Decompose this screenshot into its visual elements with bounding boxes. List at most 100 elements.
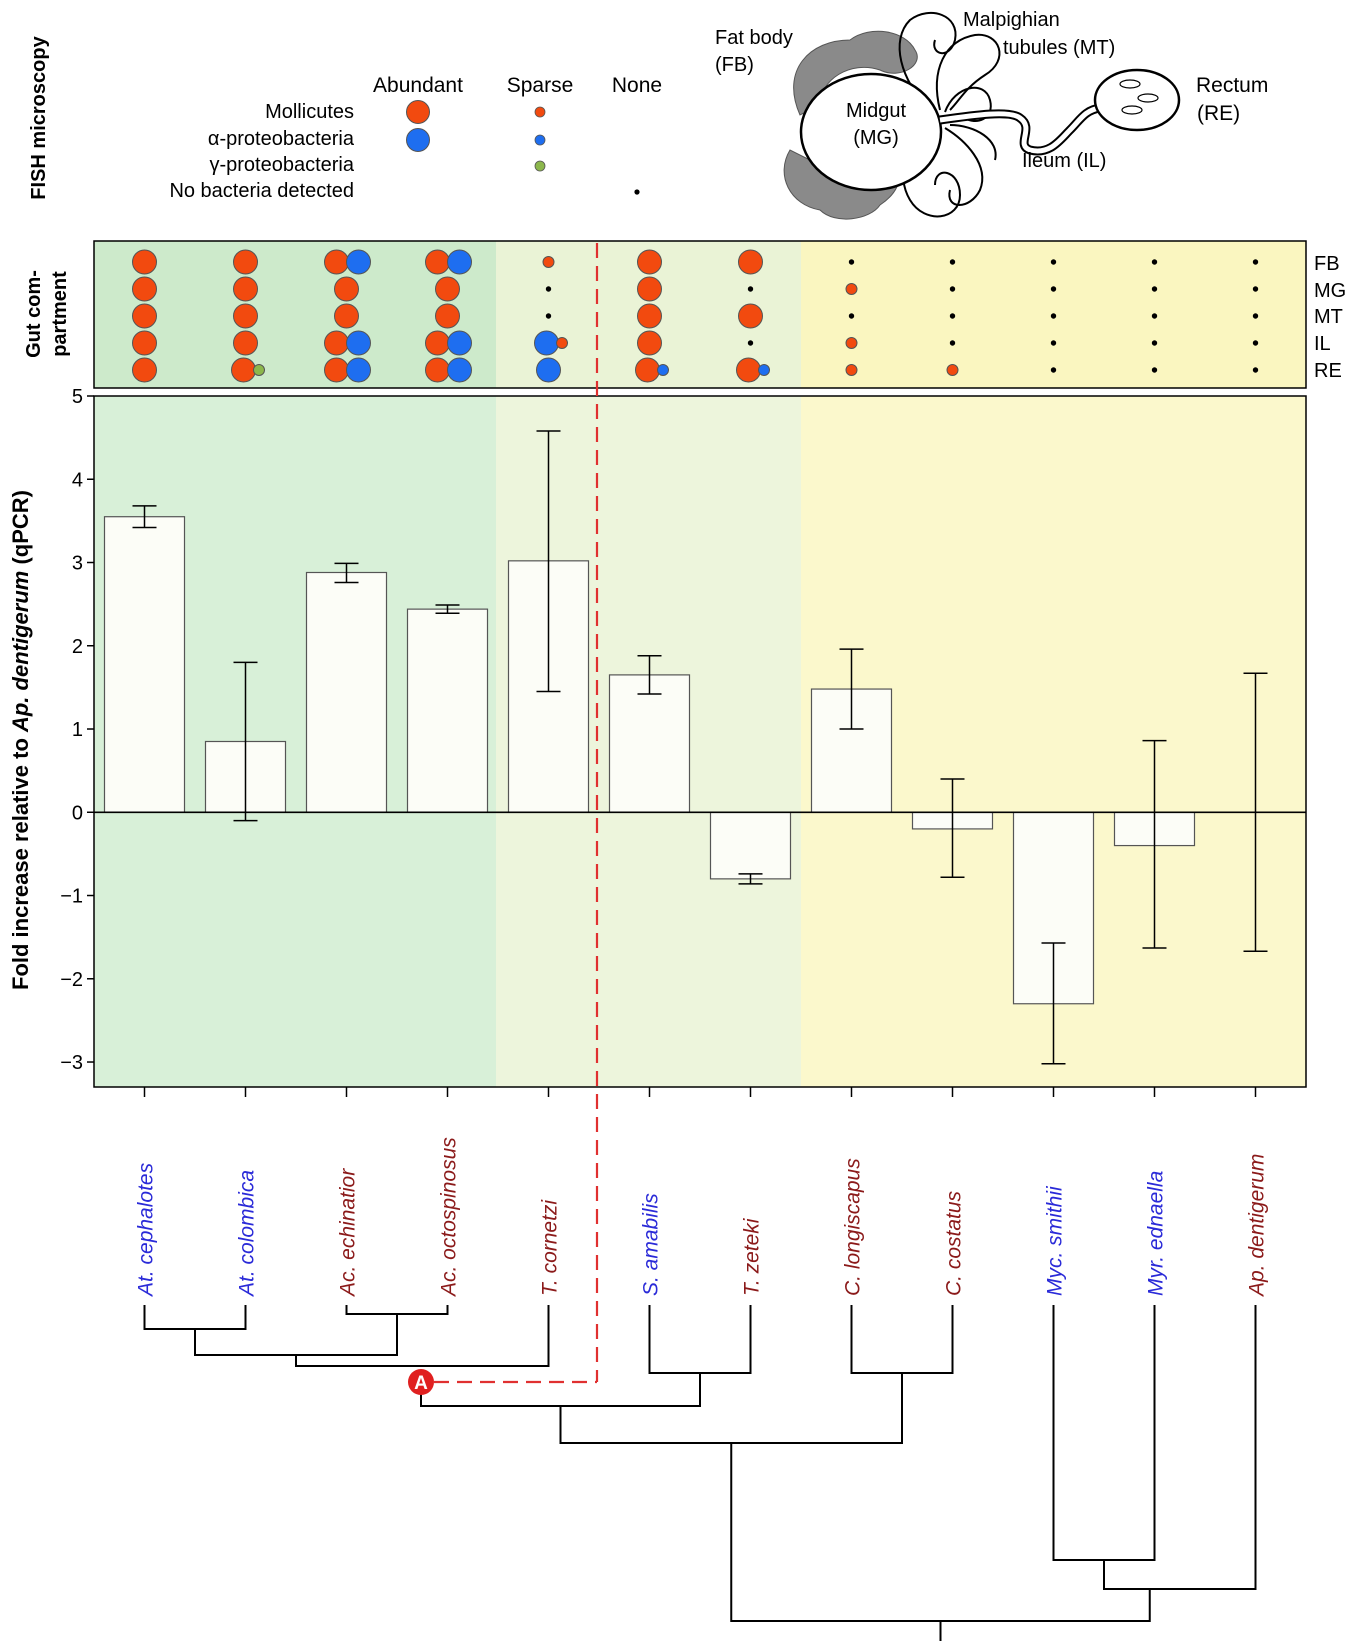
bacteria-dot <box>233 249 258 275</box>
label-fat-body-1: Fat body <box>715 27 793 49</box>
bar-0 <box>103 516 186 813</box>
legend-alpha-abundant <box>406 128 430 152</box>
bacteria-dot <box>946 364 959 376</box>
error-bar-1 <box>233 661 258 822</box>
y-axis-label: Fold increase relative to Ap. dentigerum… <box>8 490 33 990</box>
gut-cell <box>132 330 157 356</box>
bacteria-dot <box>435 276 460 302</box>
none-dot <box>1050 259 1057 265</box>
gut-cell <box>132 357 157 383</box>
gut-cell <box>1050 286 1057 292</box>
bacteria-dot <box>738 249 763 275</box>
error-bar-8 <box>940 778 965 878</box>
tree-branch <box>295 1305 550 1367</box>
none-dot <box>1151 286 1158 292</box>
gut-cell <box>334 303 359 329</box>
legend-col-abundant: Abundant <box>373 74 463 97</box>
bacteria-dot <box>324 357 349 383</box>
gut-cell <box>949 286 956 292</box>
bacteria-dot <box>447 249 472 275</box>
gut-panel-ylabel-2: partment <box>49 271 71 357</box>
gut-cell <box>1252 259 1259 265</box>
gut-anatomy-diagram: Fat body (FB) Malpighian tubules (MT) Re… <box>715 9 1268 220</box>
none-dot <box>848 313 855 319</box>
bacteria-dot <box>637 276 662 302</box>
bacteria-dot <box>233 330 258 356</box>
tree-branch <box>420 1373 701 1407</box>
tree-branch <box>194 1314 398 1356</box>
none-dot <box>1050 340 1057 346</box>
gut-cell <box>536 357 561 383</box>
gut-cell <box>132 249 157 275</box>
gut-panel-frame <box>93 240 1307 389</box>
compartment-label-re: RE <box>1314 360 1342 382</box>
x-axis-labels: At. cephalotes At. colombica Ac. echinatio… <box>135 1137 1269 1298</box>
bacteria-dot <box>556 337 568 349</box>
tree-branch <box>648 1305 752 1374</box>
error-bar-11 <box>1243 672 1268 953</box>
species-label-5: S. amabilis <box>640 1193 663 1296</box>
none-dot <box>1151 340 1158 346</box>
gut-cell <box>545 286 552 292</box>
gut-cell <box>1151 313 1158 319</box>
bars <box>103 516 1297 1005</box>
gut-cell <box>132 303 157 329</box>
gut-cell <box>845 364 858 376</box>
bacteria-dot <box>132 276 157 302</box>
midgut-shape <box>799 72 943 192</box>
gut-cell <box>1151 286 1158 292</box>
gut-cell <box>848 313 855 319</box>
bar-6 <box>709 811 792 880</box>
gut-cell <box>324 330 371 356</box>
none-dot <box>1050 313 1057 319</box>
bacteria-dot <box>334 276 359 302</box>
gut-cell <box>534 330 568 356</box>
gut-cell <box>233 330 258 356</box>
error-bar-9 <box>1041 942 1066 1065</box>
bacteria-dot <box>334 303 359 329</box>
gut-cell <box>1151 340 1158 346</box>
bacteria-dot <box>346 249 371 275</box>
none-dot <box>1252 340 1259 346</box>
error-bar-7 <box>839 648 864 730</box>
bar-2 <box>305 571 388 813</box>
y-tick-label: 4 <box>72 469 83 491</box>
label-malpighian-2: tubules (MT) <box>1003 37 1115 59</box>
species-label-8: C. costatus <box>943 1190 966 1296</box>
gut-cell <box>233 303 258 329</box>
gut-cell <box>637 249 662 275</box>
plot-frame <box>93 395 1307 1088</box>
gut-cell <box>949 340 956 346</box>
bacteria-dot <box>425 330 450 356</box>
bacteria-dot <box>637 249 662 275</box>
bacteria-dot <box>435 303 460 329</box>
malpighian-tubules-shape <box>898 11 1001 218</box>
y-tick-label: −2 <box>60 969 83 991</box>
gut-dot-grid <box>132 249 1259 383</box>
species-label-11: Ap. dentigerum <box>1246 1154 1269 1298</box>
marker-a-label: A <box>414 1373 428 1394</box>
gut-cell <box>233 276 258 302</box>
bacteria-dot <box>425 249 450 275</box>
bacteria-dot <box>542 256 555 268</box>
y-tick-label: −1 <box>60 886 83 908</box>
label-rectum-1: Rectum <box>1196 74 1268 97</box>
marker-a-circle <box>408 1369 434 1395</box>
y-tick-label: 1 <box>72 719 83 741</box>
none-dot <box>949 313 956 319</box>
none-dot <box>1252 286 1259 292</box>
none-dot <box>1050 367 1057 373</box>
species-label-10: Myr. ednaella <box>1145 1171 1168 1296</box>
rectum-shape <box>1093 68 1181 132</box>
none-dot <box>949 340 956 346</box>
gut-cell <box>1252 313 1259 319</box>
legend-mollicutes-sparse <box>534 106 546 118</box>
bacteria-dot <box>845 283 858 295</box>
bacteria-dot <box>635 357 660 383</box>
species-label-4: T. cornetzi <box>539 1199 562 1296</box>
legend-col-sparse: Sparse <box>507 74 574 97</box>
gut-cell <box>425 330 472 356</box>
gut-cell <box>949 259 956 265</box>
y-tick-label: 0 <box>72 802 83 824</box>
none-dot <box>1050 286 1057 292</box>
